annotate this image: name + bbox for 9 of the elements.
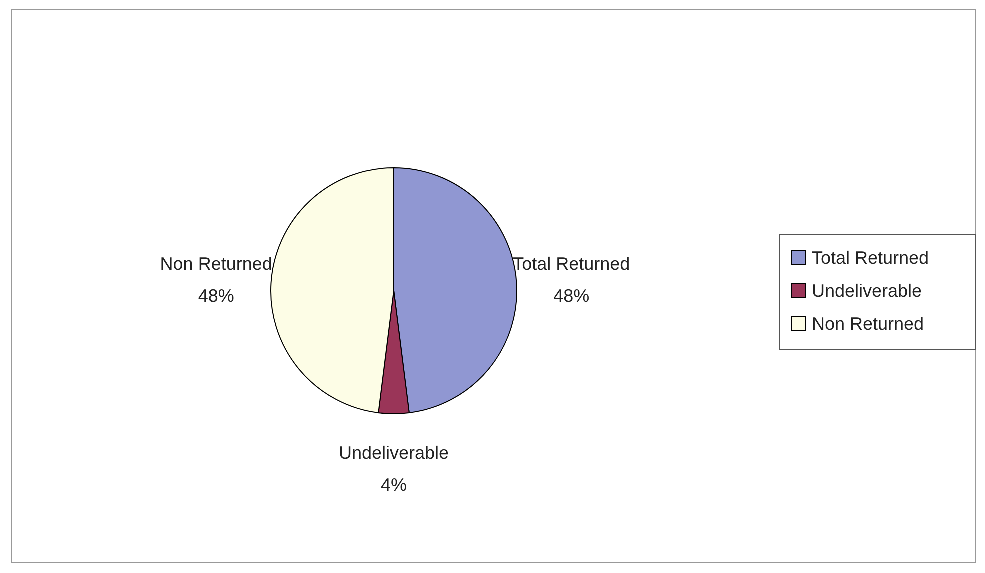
slice-label: Non Returned — [160, 254, 272, 274]
legend-label: Non Returned — [812, 314, 924, 334]
slice-label: Undeliverable — [338, 443, 450, 463]
slice-label: Total Returned — [513, 254, 630, 274]
legend-label: Total Returned — [812, 248, 930, 268]
data-label: 48% — [198, 286, 234, 306]
data-label: 4% — [380, 475, 408, 495]
data-label: 48% — [554, 286, 590, 306]
legend-label: Undeliverable — [812, 281, 922, 301]
